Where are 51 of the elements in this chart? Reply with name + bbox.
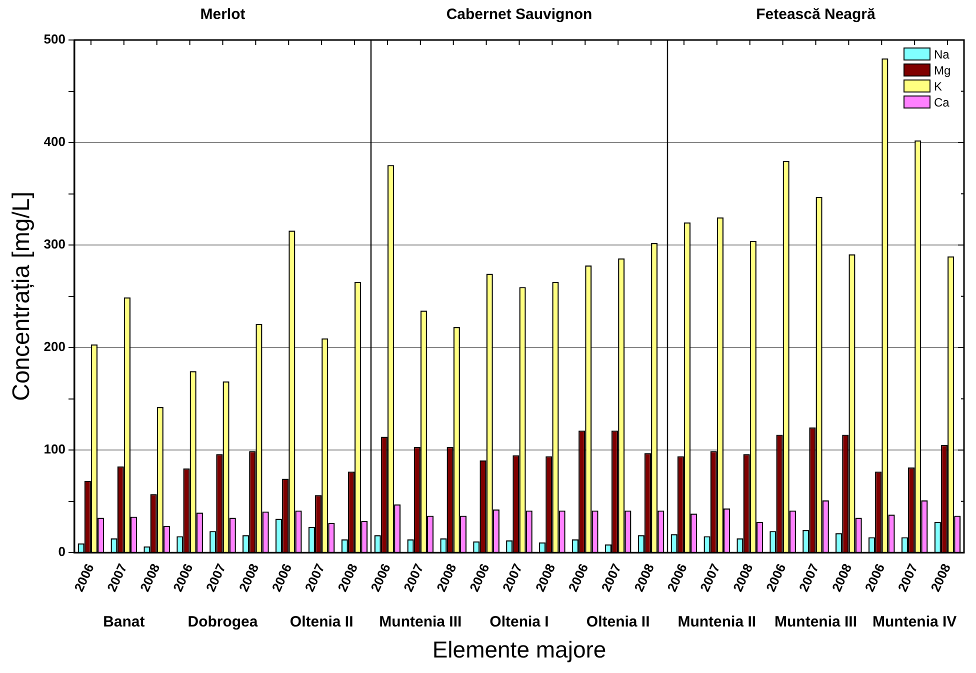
y-tick-label: 100 xyxy=(44,442,66,457)
x-tick-label: 2008 xyxy=(236,561,262,594)
text: Dobrogea xyxy=(188,614,258,631)
y-tick-label: 500 xyxy=(44,32,66,47)
x-tick-label: 2006 xyxy=(71,561,97,594)
y-tick-label: 400 xyxy=(44,134,66,150)
x-tick-label: 2008 xyxy=(334,561,360,594)
text: Muntenia IV xyxy=(872,614,957,631)
x-tick-label: 2008 xyxy=(828,561,855,594)
y-tick-label: 300 xyxy=(44,236,66,252)
x-tick-label: 2006 xyxy=(368,561,394,594)
text: Cabernet Sauvignon xyxy=(446,6,592,24)
x-tick-label: 2006 xyxy=(565,561,592,594)
y-tick-label: 0 xyxy=(58,544,66,560)
legend-label: Na xyxy=(934,47,950,62)
text: Fetească Neagră xyxy=(756,6,876,24)
x-tick-label: 2007 xyxy=(104,561,130,594)
text: Oltenia I xyxy=(490,614,549,631)
legend-label: K xyxy=(934,79,942,94)
x-tick-label: 2008 xyxy=(928,561,954,594)
legend-label: Mg xyxy=(934,63,951,78)
x-tick-label: 2008 xyxy=(434,561,460,594)
text: Muntenia II xyxy=(678,614,756,631)
x-tick-label: 2007 xyxy=(697,561,723,594)
y-axis-title: Concentrația [mg/L] xyxy=(8,192,36,402)
x-tick-label: 2008 xyxy=(730,561,756,594)
x-tick-label: 2006 xyxy=(762,561,789,594)
x-tick-label: 2006 xyxy=(466,561,492,594)
x-tick-label: 2006 xyxy=(268,561,295,594)
x-tick-label: 2008 xyxy=(136,561,163,594)
x-tick-label: 2007 xyxy=(894,561,921,594)
x-tick-label: 2006 xyxy=(664,561,690,594)
y-tick-label: 200 xyxy=(44,339,66,354)
text: Oltenia II xyxy=(290,614,354,631)
x-axis-title: Elemente majore xyxy=(432,636,606,663)
text: Banat xyxy=(103,614,145,631)
text: Muntenia III xyxy=(379,614,462,631)
x-tick-label: 2007 xyxy=(202,561,229,594)
x-tick-label: 2006 xyxy=(862,561,888,594)
x-tick-label: 2007 xyxy=(400,561,426,594)
text: Muntenia III xyxy=(774,614,857,631)
text: Merlot xyxy=(200,6,246,24)
x-tick-label: 2007 xyxy=(302,561,328,594)
x-tick-label: 2007 xyxy=(499,561,526,594)
x-tick-label: 2008 xyxy=(532,561,558,594)
text: Oltenia II xyxy=(586,614,650,631)
x-tick-label: 2006 xyxy=(170,561,196,594)
legend-label: Ca xyxy=(934,95,950,110)
x-tick-label: 2007 xyxy=(796,561,822,594)
x-tick-label: 2008 xyxy=(631,561,657,594)
x-tick-label: 2007 xyxy=(598,561,624,594)
